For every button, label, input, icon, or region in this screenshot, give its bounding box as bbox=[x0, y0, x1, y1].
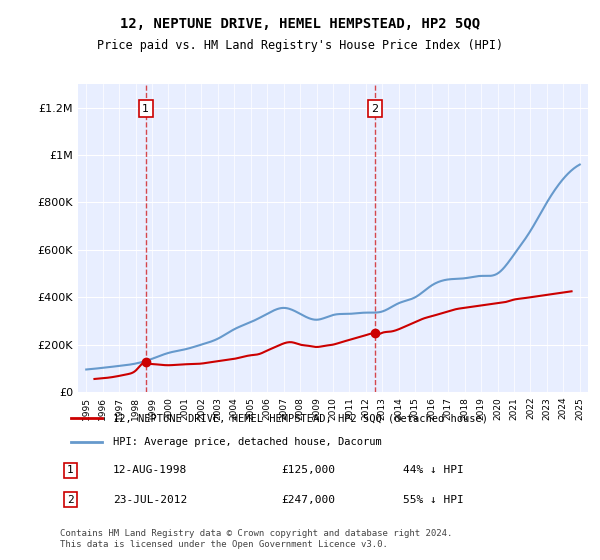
Text: 12, NEPTUNE DRIVE, HEMEL HEMPSTEAD, HP2 5QQ: 12, NEPTUNE DRIVE, HEMEL HEMPSTEAD, HP2 … bbox=[120, 17, 480, 31]
Text: Price paid vs. HM Land Registry's House Price Index (HPI): Price paid vs. HM Land Registry's House … bbox=[97, 39, 503, 52]
Text: £125,000: £125,000 bbox=[282, 465, 336, 475]
Text: £247,000: £247,000 bbox=[282, 494, 336, 505]
Text: 44% ↓ HPI: 44% ↓ HPI bbox=[403, 465, 464, 475]
Text: 2: 2 bbox=[67, 494, 74, 505]
Text: HPI: Average price, detached house, Dacorum: HPI: Average price, detached house, Daco… bbox=[113, 436, 382, 446]
Text: Contains HM Land Registry data © Crown copyright and database right 2024.
This d: Contains HM Land Registry data © Crown c… bbox=[60, 529, 452, 549]
Text: 2: 2 bbox=[371, 104, 379, 114]
Text: 1: 1 bbox=[142, 104, 149, 114]
Text: 12-AUG-1998: 12-AUG-1998 bbox=[113, 465, 187, 475]
Text: 1: 1 bbox=[67, 465, 74, 475]
Text: 55% ↓ HPI: 55% ↓ HPI bbox=[403, 494, 464, 505]
Text: 12, NEPTUNE DRIVE, HEMEL HEMPSTEAD, HP2 5QQ (detached house): 12, NEPTUNE DRIVE, HEMEL HEMPSTEAD, HP2 … bbox=[113, 413, 488, 423]
Text: 23-JUL-2012: 23-JUL-2012 bbox=[113, 494, 187, 505]
